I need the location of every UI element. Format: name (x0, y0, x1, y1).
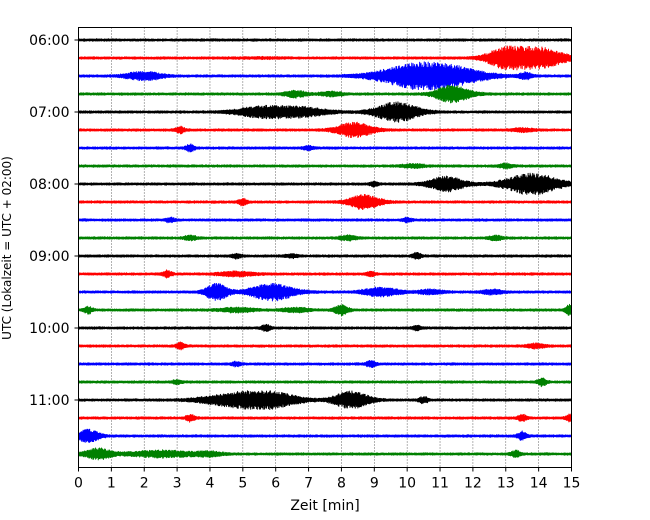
x-tick-label: 8 (337, 476, 346, 492)
y-axis-ticks: 06:00 07:00 08:00 09:00 10:00 11:00 (29, 33, 79, 409)
x-tick-label: 1 (107, 476, 116, 492)
x-tick-label: 11 (431, 476, 449, 492)
trace-0745 (78, 162, 572, 170)
trace-1045 (78, 377, 572, 388)
y-tick-label: 10:00 (29, 321, 69, 337)
trace-1000 (78, 323, 572, 332)
x-tick-label: 10 (398, 476, 416, 492)
y-tick-label: 06:00 (29, 33, 69, 49)
trace-1130 (78, 428, 572, 443)
trace-0800 (78, 172, 572, 196)
trace-0630 (78, 61, 572, 91)
x-tick-label: 0 (74, 476, 83, 492)
trace-1115 (78, 413, 572, 423)
trace-0930 (78, 282, 572, 302)
x-tick-label: 7 (304, 476, 313, 492)
x-tick-label: 2 (140, 476, 149, 492)
trace-1015 (78, 341, 572, 351)
trace-0600 (78, 38, 572, 42)
trace-0730 (78, 143, 572, 153)
trace-1145 (78, 447, 572, 461)
trace-0700 (78, 101, 572, 123)
x-tick-label: 13 (497, 476, 515, 492)
trace-0945 (78, 303, 572, 317)
y-tick-label: 11:00 (29, 393, 69, 409)
x-axis-ticks: 0 1 2 3 4 5 6 7 8 9 10 11 12 13 14 15 (74, 467, 581, 492)
trace-0915 (78, 269, 572, 279)
trace-0715 (78, 121, 572, 139)
trace-0615 (78, 45, 572, 71)
x-tick-label: 15 (563, 476, 581, 492)
x-tick-label: 4 (206, 476, 215, 492)
y-tick-label: 09:00 (29, 249, 69, 265)
trace-0830 (78, 216, 572, 224)
y-axis-label: UTC (Lokalzeit = UTC + 02:00) (0, 156, 14, 340)
x-axis-label: Zeit [min] (290, 498, 359, 514)
x-tick-label: 3 (173, 476, 182, 492)
trace-0645 (78, 84, 572, 104)
trace-0900 (78, 251, 572, 260)
y-tick-label: 08:00 (29, 177, 69, 193)
x-tick-label: 6 (271, 476, 280, 492)
trace-1100 (78, 390, 572, 411)
x-tick-label: 12 (464, 476, 482, 492)
x-tick-label: 9 (370, 476, 379, 492)
traces (78, 38, 572, 461)
trace-0845 (78, 234, 572, 242)
trace-1030 (78, 359, 572, 369)
x-tick-label: 14 (530, 476, 548, 492)
x-tick-label: 5 (238, 476, 247, 492)
trace-0815 (78, 193, 572, 210)
plot-frame (78, 27, 572, 468)
y-tick-label: 07:00 (29, 105, 69, 121)
